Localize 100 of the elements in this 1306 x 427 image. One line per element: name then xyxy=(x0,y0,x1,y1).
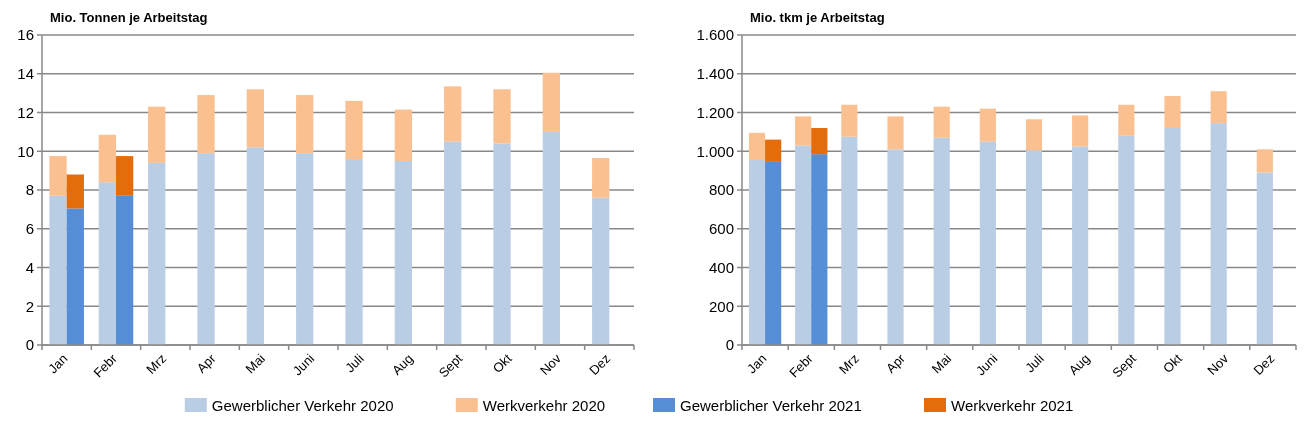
y-tick-label: 600 xyxy=(708,220,734,237)
x-tick-label: Aug xyxy=(1065,350,1093,378)
bar xyxy=(296,95,314,154)
bar xyxy=(765,161,782,345)
bar xyxy=(66,174,84,209)
chart-title: Mio. tkm je Arbeitstag xyxy=(750,10,885,25)
bar xyxy=(444,141,462,345)
bar xyxy=(1118,135,1135,345)
bar xyxy=(49,195,67,345)
bar xyxy=(542,131,560,345)
bar xyxy=(116,195,134,345)
x-tick-label: Dez xyxy=(1250,350,1278,378)
bar xyxy=(1164,96,1181,128)
bar xyxy=(296,153,314,345)
legend-label: Werkverkehr 2020 xyxy=(482,397,606,415)
y-tick-label: 1.000 xyxy=(696,142,734,160)
y-tick-label: 16 xyxy=(17,26,34,44)
bar xyxy=(592,197,610,345)
bar xyxy=(394,160,412,345)
bar xyxy=(795,145,812,345)
bar xyxy=(1164,128,1181,345)
bar xyxy=(933,137,950,345)
bar xyxy=(748,159,766,345)
x-tick-label: Mrz xyxy=(835,350,862,377)
y-tick-label: 0 xyxy=(25,336,34,354)
bar xyxy=(748,132,766,160)
y-tick-label: 1.400 xyxy=(696,65,734,82)
x-tick-label: Nov xyxy=(1204,350,1232,378)
y-tick-label: 1.600 xyxy=(696,26,734,44)
bar xyxy=(148,106,166,163)
y-tick-label: 1.200 xyxy=(696,103,734,121)
y-tick-label: 200 xyxy=(708,297,734,315)
y-tick-label: 4 xyxy=(25,258,34,276)
bar xyxy=(1256,172,1273,345)
x-tick-label: Juni xyxy=(972,350,1001,379)
bar xyxy=(197,95,215,154)
x-tick-label: Sept xyxy=(435,350,466,381)
y-tick-label: 400 xyxy=(708,258,734,276)
x-tick-label: Okt xyxy=(489,350,515,376)
bar xyxy=(542,72,560,132)
bar xyxy=(66,208,84,345)
y-tick-label: 14 xyxy=(17,65,34,82)
bar xyxy=(345,159,363,345)
bar xyxy=(246,89,264,148)
bar xyxy=(98,134,116,183)
x-tick-label: Mrz xyxy=(143,350,170,377)
x-tick-label: Jan xyxy=(45,350,71,377)
bar xyxy=(1072,146,1089,345)
bar xyxy=(592,158,610,198)
bar xyxy=(493,89,511,144)
bar xyxy=(933,106,950,138)
x-tick-label: Jan xyxy=(744,350,770,377)
bar xyxy=(795,116,812,146)
bar xyxy=(345,100,363,159)
legend-label: Gewerblicher Verkehr 2020 xyxy=(211,397,394,415)
bar xyxy=(98,182,116,345)
bar xyxy=(394,109,412,161)
bar xyxy=(148,162,166,345)
x-tick-label: Apr xyxy=(193,350,220,376)
bar xyxy=(841,104,858,137)
bar xyxy=(493,143,511,345)
bar xyxy=(1118,104,1135,136)
bar xyxy=(887,149,904,345)
legend-label: Werkverkehr 2021 xyxy=(951,397,1074,415)
x-tick-label: Apr xyxy=(883,350,909,376)
chart-title: Mio. Tonnen je Arbeitstag xyxy=(50,10,208,25)
bar xyxy=(116,156,134,196)
bar xyxy=(979,108,996,142)
bar xyxy=(444,86,462,142)
x-tick-label: Juli xyxy=(1022,350,1047,376)
x-tick-label: Nov xyxy=(536,350,565,378)
bar xyxy=(811,154,828,345)
y-tick-label: 6 xyxy=(25,220,34,237)
y-tick-label: 8 xyxy=(25,181,34,199)
bar xyxy=(1210,91,1227,124)
bar xyxy=(1072,115,1089,147)
legend-label: Gewerblicher Verkehr 2021 xyxy=(680,397,862,415)
bar xyxy=(1025,150,1043,345)
x-tick-label: Aug xyxy=(388,350,416,378)
y-tick-label: 800 xyxy=(708,181,734,199)
x-tick-label: Okt xyxy=(1160,350,1186,376)
bar xyxy=(197,153,215,345)
bar xyxy=(49,156,67,196)
bar xyxy=(979,141,996,345)
y-tick-label: 10 xyxy=(17,142,34,160)
bar xyxy=(1025,119,1043,151)
bar xyxy=(246,147,264,345)
x-tick-label: Mai xyxy=(928,350,955,377)
y-tick-label: 12 xyxy=(17,103,34,121)
y-tick-label: 0 xyxy=(725,336,734,354)
bar xyxy=(1256,149,1273,173)
bar xyxy=(811,128,828,155)
x-tick-label: Juli xyxy=(342,350,367,376)
bar xyxy=(1210,123,1227,345)
bar xyxy=(841,136,858,345)
y-tick-label: 2 xyxy=(25,297,34,315)
x-tick-label: Mai xyxy=(242,350,268,377)
bar xyxy=(765,139,782,162)
x-tick-label: Dez xyxy=(586,350,614,378)
bar xyxy=(887,116,904,150)
